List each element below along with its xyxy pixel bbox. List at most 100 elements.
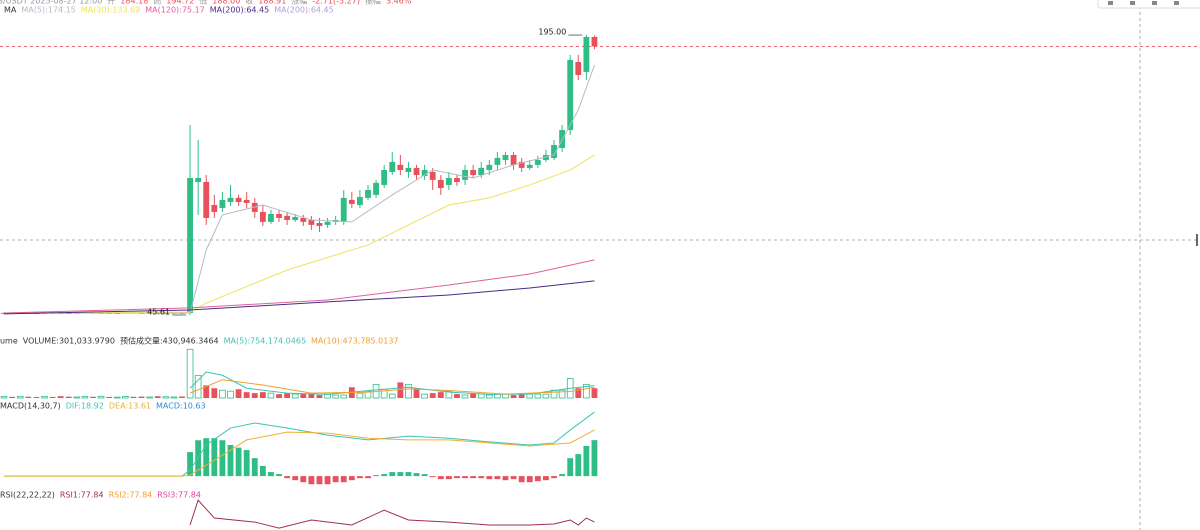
toolbar-icon[interactable] (1130, 1, 1135, 5)
candle-body (276, 214, 282, 218)
macd-bar (551, 476, 557, 479)
header-text: MA(10):473,785.0137 (311, 337, 398, 346)
volume-bar (364, 390, 372, 399)
volume-bar (179, 396, 185, 398)
candle-body (259, 211, 266, 222)
candle-body (470, 169, 477, 176)
header-text: MA(200):64.45 (210, 6, 269, 15)
candle-body (203, 181, 210, 218)
candle-body (583, 36, 590, 72)
volume-bar (186, 348, 194, 399)
candle-body (348, 199, 355, 204)
toolbar[interactable] (1097, 0, 1200, 9)
volume-bar (154, 396, 161, 398)
volume-bar (518, 394, 525, 398)
macd-bar (308, 476, 315, 485)
macd-bar (486, 476, 493, 480)
volume-bar (259, 392, 266, 398)
macd-bar (268, 472, 274, 477)
candle-body (510, 154, 517, 165)
volume-bar (41, 396, 48, 399)
volume-bar (251, 393, 258, 398)
volume-bar (81, 396, 89, 399)
candle-body (187, 178, 193, 313)
toolbar-icon[interactable] (1174, 1, 1179, 5)
volume-bar (437, 392, 444, 398)
header-text: 开 (107, 0, 115, 6)
toolbar-icon[interactable] (1152, 1, 1157, 5)
volume-bar (73, 396, 81, 399)
volume-bar (291, 393, 299, 399)
volume-bar (170, 396, 178, 399)
macd-bar (284, 476, 291, 479)
macd-bar (502, 476, 509, 481)
candle-body (518, 161, 525, 168)
header-text: 188.00 (212, 0, 240, 6)
macd-bar (340, 476, 347, 483)
macd-bar (389, 472, 396, 477)
candle-body (437, 179, 444, 188)
candle-body (284, 215, 291, 220)
volume-bar (388, 393, 396, 399)
candle-body (478, 167, 485, 176)
candle-body (324, 221, 331, 225)
candle-body (429, 172, 436, 180)
indicator-line (189, 499, 595, 529)
volume-bar (284, 393, 291, 398)
candle-body (300, 217, 307, 222)
macd-bar (437, 476, 444, 480)
candle-body (421, 169, 428, 176)
header-text: 高 (153, 0, 161, 6)
macd-bar (227, 444, 234, 477)
volume-bar (356, 392, 364, 399)
macd-bar (567, 458, 574, 477)
macd-bar (276, 474, 282, 477)
volume-bar (340, 394, 348, 399)
macd-bar (348, 476, 355, 481)
macd-bar (219, 440, 226, 477)
header-text: MA(200):64.45 (274, 6, 333, 15)
volume-bar (276, 394, 282, 398)
volume-bar (308, 394, 315, 398)
header-text: -2.71(-5.27) (312, 0, 360, 6)
volume-bar (65, 396, 72, 398)
toolbar-icon[interactable] (1108, 1, 1113, 5)
volume-bar (405, 383, 412, 399)
volume-bar (445, 390, 453, 399)
volume-bar (461, 394, 469, 399)
volume-bar (575, 388, 582, 398)
header-text: BB/USDT 2025-08-27 12:00 (0, 0, 102, 6)
candle-body (235, 197, 242, 203)
volume-bar (9, 396, 16, 398)
candle-body (308, 220, 315, 225)
candle-body (389, 161, 396, 173)
volume-bar (138, 396, 145, 398)
volume-bar (429, 393, 436, 398)
macd-bar (462, 476, 468, 479)
macd-bar (292, 476, 299, 481)
volume-bar (300, 394, 307, 398)
header-text: VOLUME:301,033.9790 (23, 337, 115, 346)
candle-body (211, 205, 218, 212)
header-text: DIF:18.92 (66, 402, 104, 411)
macd-bar (187, 452, 193, 477)
macd-bar (591, 440, 598, 477)
indicator-line (4, 64, 595, 314)
candle-body (486, 164, 493, 170)
volume-bar (591, 388, 598, 398)
macd-bar (316, 476, 323, 485)
macd-bar (534, 476, 541, 482)
candle-body (543, 154, 549, 161)
volume-bar (113, 396, 121, 399)
header-text: RSI1:77.84 (60, 491, 104, 500)
header-text: RSI3:77.84 (157, 491, 201, 500)
candle-body (591, 36, 598, 47)
volume-bar (534, 393, 542, 399)
macd-bar (470, 476, 477, 479)
macd-bar (356, 476, 363, 479)
macd-bar (405, 472, 412, 477)
candle-body (494, 157, 501, 165)
header-text: RSI2:77.84 (109, 491, 153, 500)
